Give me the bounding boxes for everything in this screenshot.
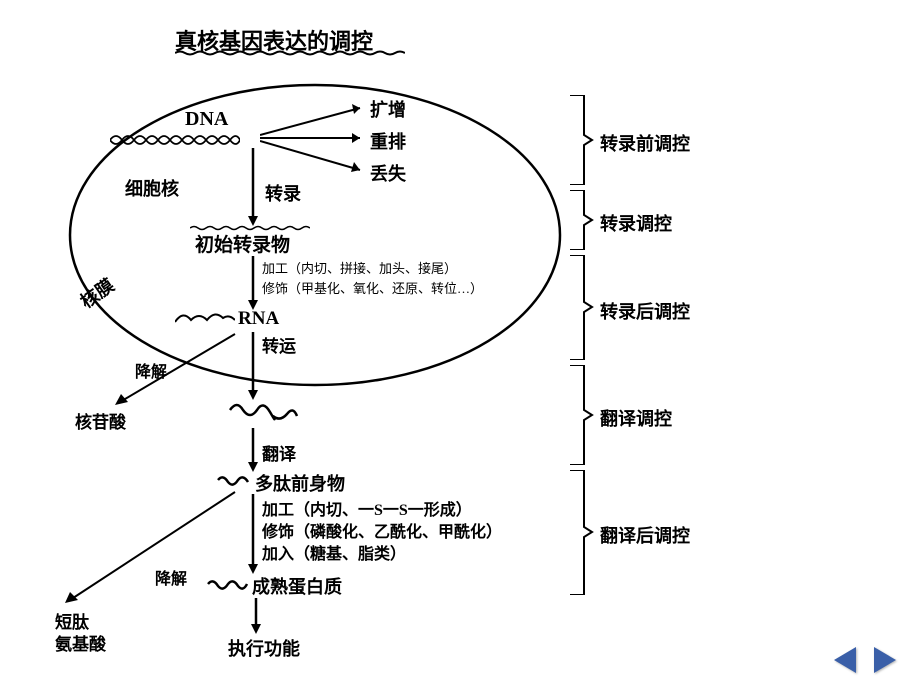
primary-transcript-underline: [190, 225, 310, 231]
modification2-label: 修饰（磷酸化、乙酰化、甲酰化）: [262, 518, 502, 542]
degrade2-label: 降解: [155, 565, 187, 589]
triangle-right-icon: [874, 647, 896, 673]
loss-label: 丢失: [370, 160, 406, 186]
processing-arrow: [246, 256, 260, 310]
modification1-label: 修饰（甲基化、氧化、还原、转位…）: [262, 278, 483, 297]
addition-label: 加入（糖基、脂类）: [262, 540, 406, 564]
transport-label: 转运: [262, 332, 296, 357]
amino-acid-label: 氨基酸: [55, 630, 106, 655]
polypeptide-label: 多肽前身物: [255, 470, 345, 496]
transport-arrow: [246, 332, 260, 400]
stage-translation: 翻译调控: [600, 405, 672, 431]
polypeptide-icon: [215, 472, 251, 490]
bracket-post-translation: [570, 470, 594, 595]
nucleus-label: 细胞核: [125, 175, 179, 201]
function-arrow: [249, 598, 263, 634]
triangle-left-icon: [834, 647, 856, 673]
processing1-label: 加工（内切、拼接、加头、接尾）: [262, 258, 457, 277]
dna-label: DNA: [185, 108, 228, 131]
bracket-pre-transcription: [570, 95, 594, 185]
translate-arrow: [246, 428, 260, 472]
transcribe-arrow: [246, 148, 260, 226]
dna-helix-icon: [110, 132, 240, 148]
bracket-post-transcription: [570, 255, 594, 360]
rna-squiggle-icon: [175, 310, 235, 324]
rna-label: RNA: [238, 308, 279, 330]
degrade1-arrow: [110, 332, 240, 412]
mature-protein-label: 成熟蛋白质: [252, 573, 342, 599]
transcribe-label: 转录: [265, 180, 301, 206]
mrna-icon: [225, 398, 300, 428]
function-label: 执行功能: [228, 635, 300, 661]
primary-transcript-label: 初始转录物: [195, 230, 290, 257]
degrade1-label: 降解: [135, 358, 167, 382]
next-button[interactable]: [868, 645, 902, 675]
nucleotide-label: 核苷酸: [75, 408, 126, 433]
prev-button[interactable]: [828, 645, 862, 675]
stage-pre-transcription: 转录前调控: [600, 130, 690, 156]
stage-post-transcription: 转录后调控: [600, 298, 690, 324]
mature-protein-icon: [205, 576, 249, 594]
processing2-label: 加工（内切、一S一S一形成）: [262, 496, 472, 520]
post-translate-arrow: [246, 494, 260, 574]
translate-label: 翻译: [262, 440, 296, 465]
bracket-transcription: [570, 190, 594, 250]
amplify-label: 扩增: [370, 96, 406, 122]
title-underline: [175, 50, 405, 56]
rearrange-label: 重排: [370, 128, 406, 154]
stage-post-translation: 翻译后调控: [600, 522, 690, 548]
stage-transcription: 转录调控: [600, 210, 672, 236]
bracket-translation: [570, 365, 594, 465]
